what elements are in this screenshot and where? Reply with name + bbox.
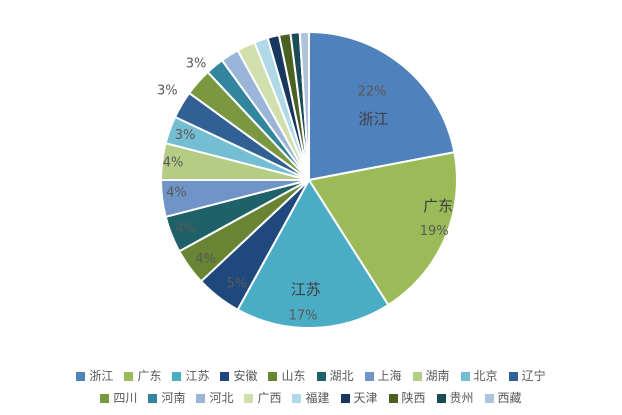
legend-label: 河南	[161, 391, 186, 405]
pie-slice-西藏[interactable]	[298, 30, 310, 181]
slice-pct-label-湖南: 4%	[163, 155, 184, 170]
legend-swatch-icon	[508, 371, 518, 381]
legend-label: 陕西	[401, 391, 426, 405]
legend-swatch-icon	[412, 371, 422, 381]
legend-item-北京[interactable]: 北京	[460, 366, 498, 386]
legend-swatch-icon	[484, 393, 494, 403]
pie-slice-江苏[interactable]	[236, 179, 390, 329]
legend-label: 四川	[113, 391, 138, 405]
legend-label: 湖南	[425, 369, 450, 383]
legend-label: 北京	[473, 369, 498, 383]
legend-item-河南[interactable]: 河南	[148, 388, 185, 408]
legend-item-陕西[interactable]: 陕西	[388, 388, 426, 408]
legend-swatch-icon	[316, 371, 326, 381]
legend-swatch-icon	[124, 371, 134, 381]
legend-item-天津[interactable]: 天津	[340, 388, 378, 408]
slice-pct-label-安徽: 5%	[226, 276, 247, 291]
legend-label: 广东	[137, 369, 162, 383]
slice-pct-label-湖北: 4%	[175, 221, 196, 236]
legend-item-福建[interactable]: 福建	[292, 388, 330, 408]
legend-swatch-icon	[460, 371, 470, 381]
legend-swatch-icon	[436, 393, 446, 403]
legend-swatch-icon	[220, 371, 230, 381]
legend-label: 浙江	[89, 369, 114, 383]
legend-swatch-icon	[100, 393, 110, 403]
legend-label: 西藏	[497, 391, 522, 405]
legend-item-湖北[interactable]: 湖北	[316, 366, 354, 386]
legend-item-广东[interactable]: 广东	[124, 366, 161, 386]
legend-row: 浙江 广东 江苏 安徽 山东 湖北 上海 湖南 北京 辽宁	[76, 366, 546, 386]
legend-swatch-icon	[76, 371, 86, 381]
legend-swatch-icon	[244, 393, 254, 403]
legend-swatch-icon	[292, 393, 302, 403]
slice-name-label-江苏: 江苏	[291, 281, 321, 299]
legend-item-广西[interactable]: 广西	[244, 388, 281, 408]
legend-label: 福建	[305, 391, 330, 405]
legend-item-河北[interactable]: 河北	[196, 388, 233, 408]
slice-pct-label-北京: 3%	[175, 128, 196, 143]
slice-pct-label-上海: 4%	[166, 186, 187, 201]
pie-slice-广东[interactable]	[308, 151, 458, 306]
slice-name-label-浙江: 浙江	[358, 110, 388, 128]
legend-item-安徽[interactable]: 安徽	[220, 366, 257, 386]
legend-swatch-icon	[364, 371, 374, 381]
slice-pct-label-江苏: 17%	[289, 309, 318, 324]
legend-item-浙江[interactable]: 浙江	[76, 366, 113, 386]
legend-swatch-icon	[172, 371, 182, 381]
legend-label: 湖北	[329, 369, 354, 383]
legend-label: 贵州	[449, 391, 474, 405]
legend-item-辽宁[interactable]: 辽宁	[508, 366, 546, 386]
legend-row: 四川 河南 河北 广西 福建 天津 陕西 贵州 西藏	[100, 388, 522, 408]
chart-legend: 浙江 广东 江苏 安徽 山东 湖北 上海 湖南 北京 辽宁四川 河南 河北 广西 福建 天津 陕西 贵州 西藏	[0, 366, 622, 408]
slice-pct-label-辽宁: 3%	[157, 84, 178, 99]
legend-label: 安徽	[233, 369, 258, 383]
legend-item-上海[interactable]: 上海	[364, 366, 402, 386]
legend-label: 辽宁	[521, 369, 546, 383]
slice-pct-label-广东: 19%	[420, 224, 449, 239]
slice-pct-label-浙江: 22%	[357, 85, 386, 100]
legend-label: 山东	[281, 369, 306, 383]
legend-item-四川[interactable]: 四川	[100, 388, 137, 408]
legend-item-山东[interactable]: 山东	[268, 366, 306, 386]
legend-swatch-icon	[148, 393, 158, 403]
legend-item-贵州[interactable]: 贵州	[436, 388, 474, 408]
legend-item-湖南[interactable]: 湖南	[412, 366, 450, 386]
legend-swatch-icon	[388, 393, 398, 403]
legend-label: 河北	[209, 391, 234, 405]
legend-label: 天津	[353, 391, 378, 405]
legend-label: 广西	[257, 391, 282, 405]
legend-swatch-icon	[340, 393, 350, 403]
slice-pct-label-山东: 4%	[195, 252, 216, 267]
legend-item-江苏[interactable]: 江苏	[172, 366, 209, 386]
legend-swatch-icon	[268, 371, 278, 381]
legend-swatch-icon	[196, 393, 206, 403]
slice-pct-label-四川: 3%	[186, 56, 207, 71]
legend-label: 江苏	[185, 369, 210, 383]
legend-label: 上海	[377, 369, 402, 383]
slice-name-label-广东: 广东	[423, 197, 453, 215]
legend-item-西藏[interactable]: 西藏	[484, 388, 522, 408]
pie-slice-浙江[interactable]	[308, 31, 456, 181]
